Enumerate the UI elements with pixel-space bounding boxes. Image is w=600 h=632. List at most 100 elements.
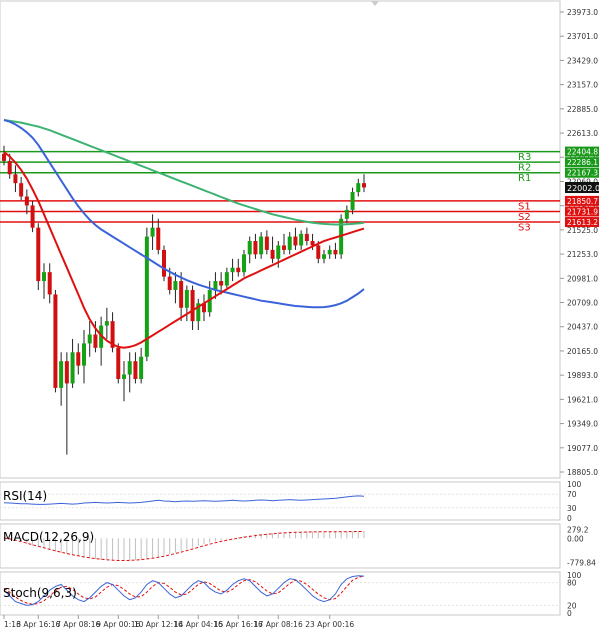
current-price-box — [565, 182, 599, 193]
price-tick-label: 21525.0 — [567, 226, 598, 235]
candle-body — [264, 236, 269, 250]
level-name-r3: R3 — [518, 152, 531, 163]
price-tick-label: 21797.0 — [567, 202, 598, 211]
price-tick-label: 23157.0 — [567, 81, 598, 90]
moving-average-green — [3, 119, 365, 226]
level-value-box — [565, 217, 599, 228]
candle-body — [304, 233, 309, 242]
candle-body — [42, 272, 46, 282]
rsi-label: RSI(14) — [3, 489, 47, 503]
candle-body — [242, 254, 246, 273]
level-name-s2: S2 — [518, 212, 531, 223]
candle-body — [196, 303, 201, 322]
level-value-label: 21731.9 — [567, 207, 598, 216]
level-value-label: 21850.7 — [567, 197, 598, 206]
candle-body — [293, 236, 298, 246]
time-tick-label: 10 Apr 12:16 — [134, 620, 183, 629]
candle-body — [87, 334, 92, 344]
candle-body — [310, 241, 315, 246]
time-tick-label: 17 Apr 08:16 — [254, 620, 303, 629]
candle-body — [133, 361, 138, 379]
time-tick-label: 9 Apr 00:16 — [96, 620, 140, 629]
candle-body — [144, 236, 149, 357]
candle-body — [156, 227, 161, 250]
price-tick-label: 20165.0 — [567, 347, 598, 356]
level-labels: R3 22404.8 R2 22286.1 R1 22167.3 S1 21850.7 S2 21… — [518, 146, 599, 234]
candle-body — [287, 236, 292, 250]
candle-body — [2, 153, 6, 161]
candle-body — [173, 281, 178, 290]
candle-body — [270, 249, 275, 259]
candle-body — [36, 227, 41, 282]
candle-body — [13, 174, 18, 184]
stoch-grid — [0, 582, 560, 606]
stoch-k-line — [3, 575, 365, 606]
main-pane — [0, 0, 561, 479]
candle-body — [327, 249, 332, 255]
stoch-label: Stoch(9,6,3) — [3, 586, 77, 600]
main-price-axis: 23973.0 23701.0 23429.0 23157.0 22885.0 22613… — [560, 8, 598, 477]
candle-body — [322, 254, 326, 259]
rsi-tick-label: 100 — [567, 480, 582, 489]
candle-body — [299, 233, 304, 246]
candle-body — [76, 352, 81, 366]
level-value-box — [565, 206, 599, 217]
rsi-grid — [0, 493, 560, 509]
chart-menu-icon[interactable] — [371, 1, 379, 6]
level-value-box — [565, 146, 599, 157]
candle-body — [184, 289, 189, 308]
candle-body — [259, 236, 264, 255]
candle-body — [190, 289, 195, 322]
level-value-label: 22286.1 — [567, 158, 598, 167]
price-tick-label: 19077.0 — [567, 444, 598, 453]
price-tick-label: 19621.0 — [567, 395, 598, 404]
price-tick-label: 22885.0 — [567, 105, 598, 114]
price-tick-label: 18805.0 — [567, 468, 598, 477]
price-tick-label: 22069.0 — [567, 177, 598, 186]
candle-body — [82, 343, 86, 366]
candle-body — [122, 374, 126, 379]
moving-average-red — [3, 151, 365, 349]
candle-body — [110, 321, 115, 348]
candle-body — [104, 321, 109, 326]
candle-body — [344, 209, 349, 219]
time-tick-label: 7 Apr 08:16 — [56, 620, 100, 629]
price-tick-label: 19893.0 — [567, 371, 598, 380]
candle-body — [316, 245, 321, 259]
candle-body — [70, 352, 75, 384]
level-value-box — [565, 195, 599, 206]
level-name-r2: R2 — [518, 163, 531, 174]
level-value-label: 22167.3 — [567, 169, 598, 178]
rsi-tick-label: 70 — [567, 490, 577, 499]
candle-body — [276, 245, 281, 259]
time-tick-label: 15 Apr 16:16 — [214, 620, 263, 629]
candle-body — [236, 267, 241, 273]
price-tick-label: 23429.0 — [567, 56, 598, 65]
level-name-s3: S3 — [518, 223, 531, 234]
candle-body — [224, 272, 229, 286]
candle-body — [93, 334, 98, 348]
macd-pane — [0, 523, 561, 569]
price-tick-label: 23701.0 — [567, 32, 598, 41]
time-tick-label: 3 Apr 16:16 — [16, 620, 60, 629]
candle-body — [53, 294, 58, 388]
candle-body — [282, 245, 286, 250]
candle-body — [219, 281, 224, 286]
level-name-r1: R1 — [518, 173, 531, 184]
candle-body — [59, 361, 64, 388]
stoch-tick-label: 0 — [567, 609, 572, 618]
time-axis: 1:163 Apr 16:167 Apr 08:169 Apr 00:1610 … — [3, 615, 354, 629]
candle-body — [150, 227, 155, 237]
candle-body — [247, 241, 252, 255]
level-value-box — [565, 167, 599, 178]
macd-tick-label: 279.2 — [567, 526, 589, 535]
candle-body — [362, 183, 366, 188]
macd-label: MACD(12,26,9) — [3, 530, 94, 544]
stoch-tick-label: 80 — [567, 579, 577, 588]
candle-body — [7, 160, 12, 175]
time-tick-label: 14 Apr 04:16 — [174, 620, 223, 629]
candle-body — [19, 183, 24, 197]
price-tick-label: 19349.0 — [567, 420, 598, 429]
